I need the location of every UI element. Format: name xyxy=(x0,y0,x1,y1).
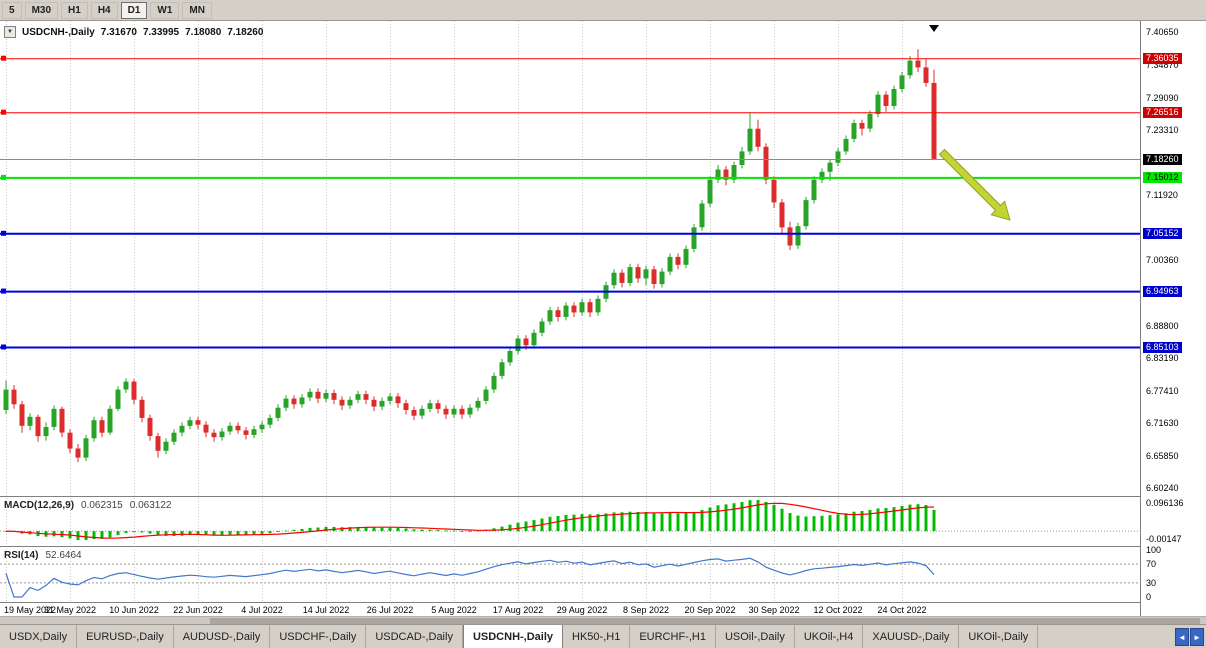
svg-text:4 Jul 2022: 4 Jul 2022 xyxy=(241,605,283,615)
price-tick-label: 6.65850 xyxy=(1146,451,1179,461)
chart-tabs: USDX,Daily EURUSD-,Daily AUDUSD-,Daily USDC… xyxy=(0,625,1039,648)
chart-tab[interactable]: USDCAD-,Daily xyxy=(366,625,463,648)
macd-axis-max: 0.096136 xyxy=(1146,498,1184,508)
timeframe-button-h4[interactable]: H4 xyxy=(90,1,118,19)
chart-tabs-bar: USDX,Daily EURUSD-,Daily AUDUSD-,Daily USDC… xyxy=(0,624,1206,648)
svg-text:24 Oct 2022: 24 Oct 2022 xyxy=(877,605,926,615)
rsi-axis-label: 70 xyxy=(1146,559,1157,569)
rsi-axis-label: 100 xyxy=(1146,545,1162,555)
chart-tab[interactable]: EURCHF-,H1 xyxy=(630,625,716,648)
svg-text:12 Oct 2022: 12 Oct 2022 xyxy=(813,605,862,615)
price-tick-label: 6.88800 xyxy=(1146,321,1179,331)
svg-text:20 Sep 2022: 20 Sep 2022 xyxy=(684,605,735,615)
timeframe-button-h1[interactable]: H1 xyxy=(61,1,88,19)
timeframe-button-m30[interactable]: M30 xyxy=(24,1,59,19)
symbol-dropdown-button[interactable]: ▼ xyxy=(4,26,16,38)
timeframe-button-w1[interactable]: W1 xyxy=(150,1,180,19)
chart-tab[interactable]: USDCHF-,Daily xyxy=(270,625,367,648)
price-tick-label: 7.40650 xyxy=(1146,27,1179,37)
macd-axis-min: -0.00147 xyxy=(1146,534,1182,544)
chart-region[interactable]: 19 May 2022 31 May 2022 10 Jun 2022 22 Jun … xyxy=(0,21,1206,616)
chart-tab[interactable]: HK50-,H1 xyxy=(563,625,631,648)
price-line-badge: 7.26516 xyxy=(1143,107,1182,118)
price-line-badge: 7.36035 xyxy=(1143,53,1182,64)
price-tick-label: 6.60240 xyxy=(1146,483,1179,493)
chart-tab[interactable]: EURUSD-,Daily xyxy=(77,625,174,648)
price-line-badge: 7.18260 xyxy=(1143,154,1182,165)
price-tick-label: 6.77410 xyxy=(1146,386,1179,396)
chart-tab[interactable]: UKOil-,Daily xyxy=(959,625,1039,648)
chart-tab[interactable]: USOil-,Daily xyxy=(715,625,795,648)
price-tick-label: 7.34870 xyxy=(1146,60,1179,70)
horizontal-scrollbar[interactable] xyxy=(0,616,1206,624)
timeframe-button-5[interactable]: 5 xyxy=(2,1,22,19)
svg-text:8 Sep 2022: 8 Sep 2022 xyxy=(623,605,669,615)
price-tick-label: 7.00360 xyxy=(1146,255,1179,265)
chart-tab[interactable]: XAUUSD-,Daily xyxy=(863,625,960,648)
price-tick-label: 6.83190 xyxy=(1146,353,1179,363)
price-line-badge: 7.05152 xyxy=(1143,228,1182,239)
timeframe-button-mn[interactable]: MN xyxy=(182,1,212,19)
price-line-badge: 7.15012 xyxy=(1143,172,1182,183)
chart-tab[interactable]: USDCNH-,Daily xyxy=(462,625,564,648)
price-tick-label: 7.11920 xyxy=(1146,190,1178,200)
rsi-axis-label: 0 xyxy=(1146,592,1152,602)
timeframe-button-d1[interactable]: D1 xyxy=(120,1,148,19)
svg-text:30 Sep 2022: 30 Sep 2022 xyxy=(748,605,799,615)
svg-text:29 Aug 2022: 29 Aug 2022 xyxy=(557,605,608,615)
price-line-badge: 6.94963 xyxy=(1143,286,1182,297)
rsi-axis-label: 30 xyxy=(1146,578,1157,588)
price-tick-label: 7.23310 xyxy=(1146,125,1179,135)
chart-tab[interactable]: UKOil-,H4 xyxy=(794,625,864,648)
svg-text:17 Aug 2022: 17 Aug 2022 xyxy=(493,605,544,615)
price-tick-label: 7.29090 xyxy=(1146,93,1179,103)
chart-tab[interactable]: AUDUSD-,Daily xyxy=(173,625,271,648)
price-tick-label: 6.71630 xyxy=(1146,418,1179,428)
svg-text:5 Aug 2022: 5 Aug 2022 xyxy=(431,605,477,615)
svg-text:19 May 2022: 19 May 2022 xyxy=(4,605,56,615)
chart-tab[interactable]: USDX,Daily xyxy=(0,625,78,648)
scrollbar-thumb[interactable] xyxy=(210,618,1200,624)
svg-text:26 Jul 2022: 26 Jul 2022 xyxy=(367,605,414,615)
tab-scroll-right-icon[interactable]: ► xyxy=(1190,627,1204,646)
svg-text:31 May 2022: 31 May 2022 xyxy=(44,605,96,615)
svg-text:22 Jun 2022: 22 Jun 2022 xyxy=(173,605,223,615)
price-line-badge: 6.85103 xyxy=(1143,342,1182,353)
timeframe-toolbar: 5 M30 H1 H4 D1 W1 MN xyxy=(0,0,1206,21)
tab-scroll-controls: ◄ ► xyxy=(1175,625,1206,648)
price-axis[interactable]: 7.40650 7.34870 7.29090 7.23310 7.11920 7.003… xyxy=(1140,21,1206,616)
tab-scroll-left-icon[interactable]: ◄ xyxy=(1175,627,1189,646)
svg-text:14 Jul 2022: 14 Jul 2022 xyxy=(303,605,350,615)
svg-text:10 Jun 2022: 10 Jun 2022 xyxy=(109,605,159,615)
